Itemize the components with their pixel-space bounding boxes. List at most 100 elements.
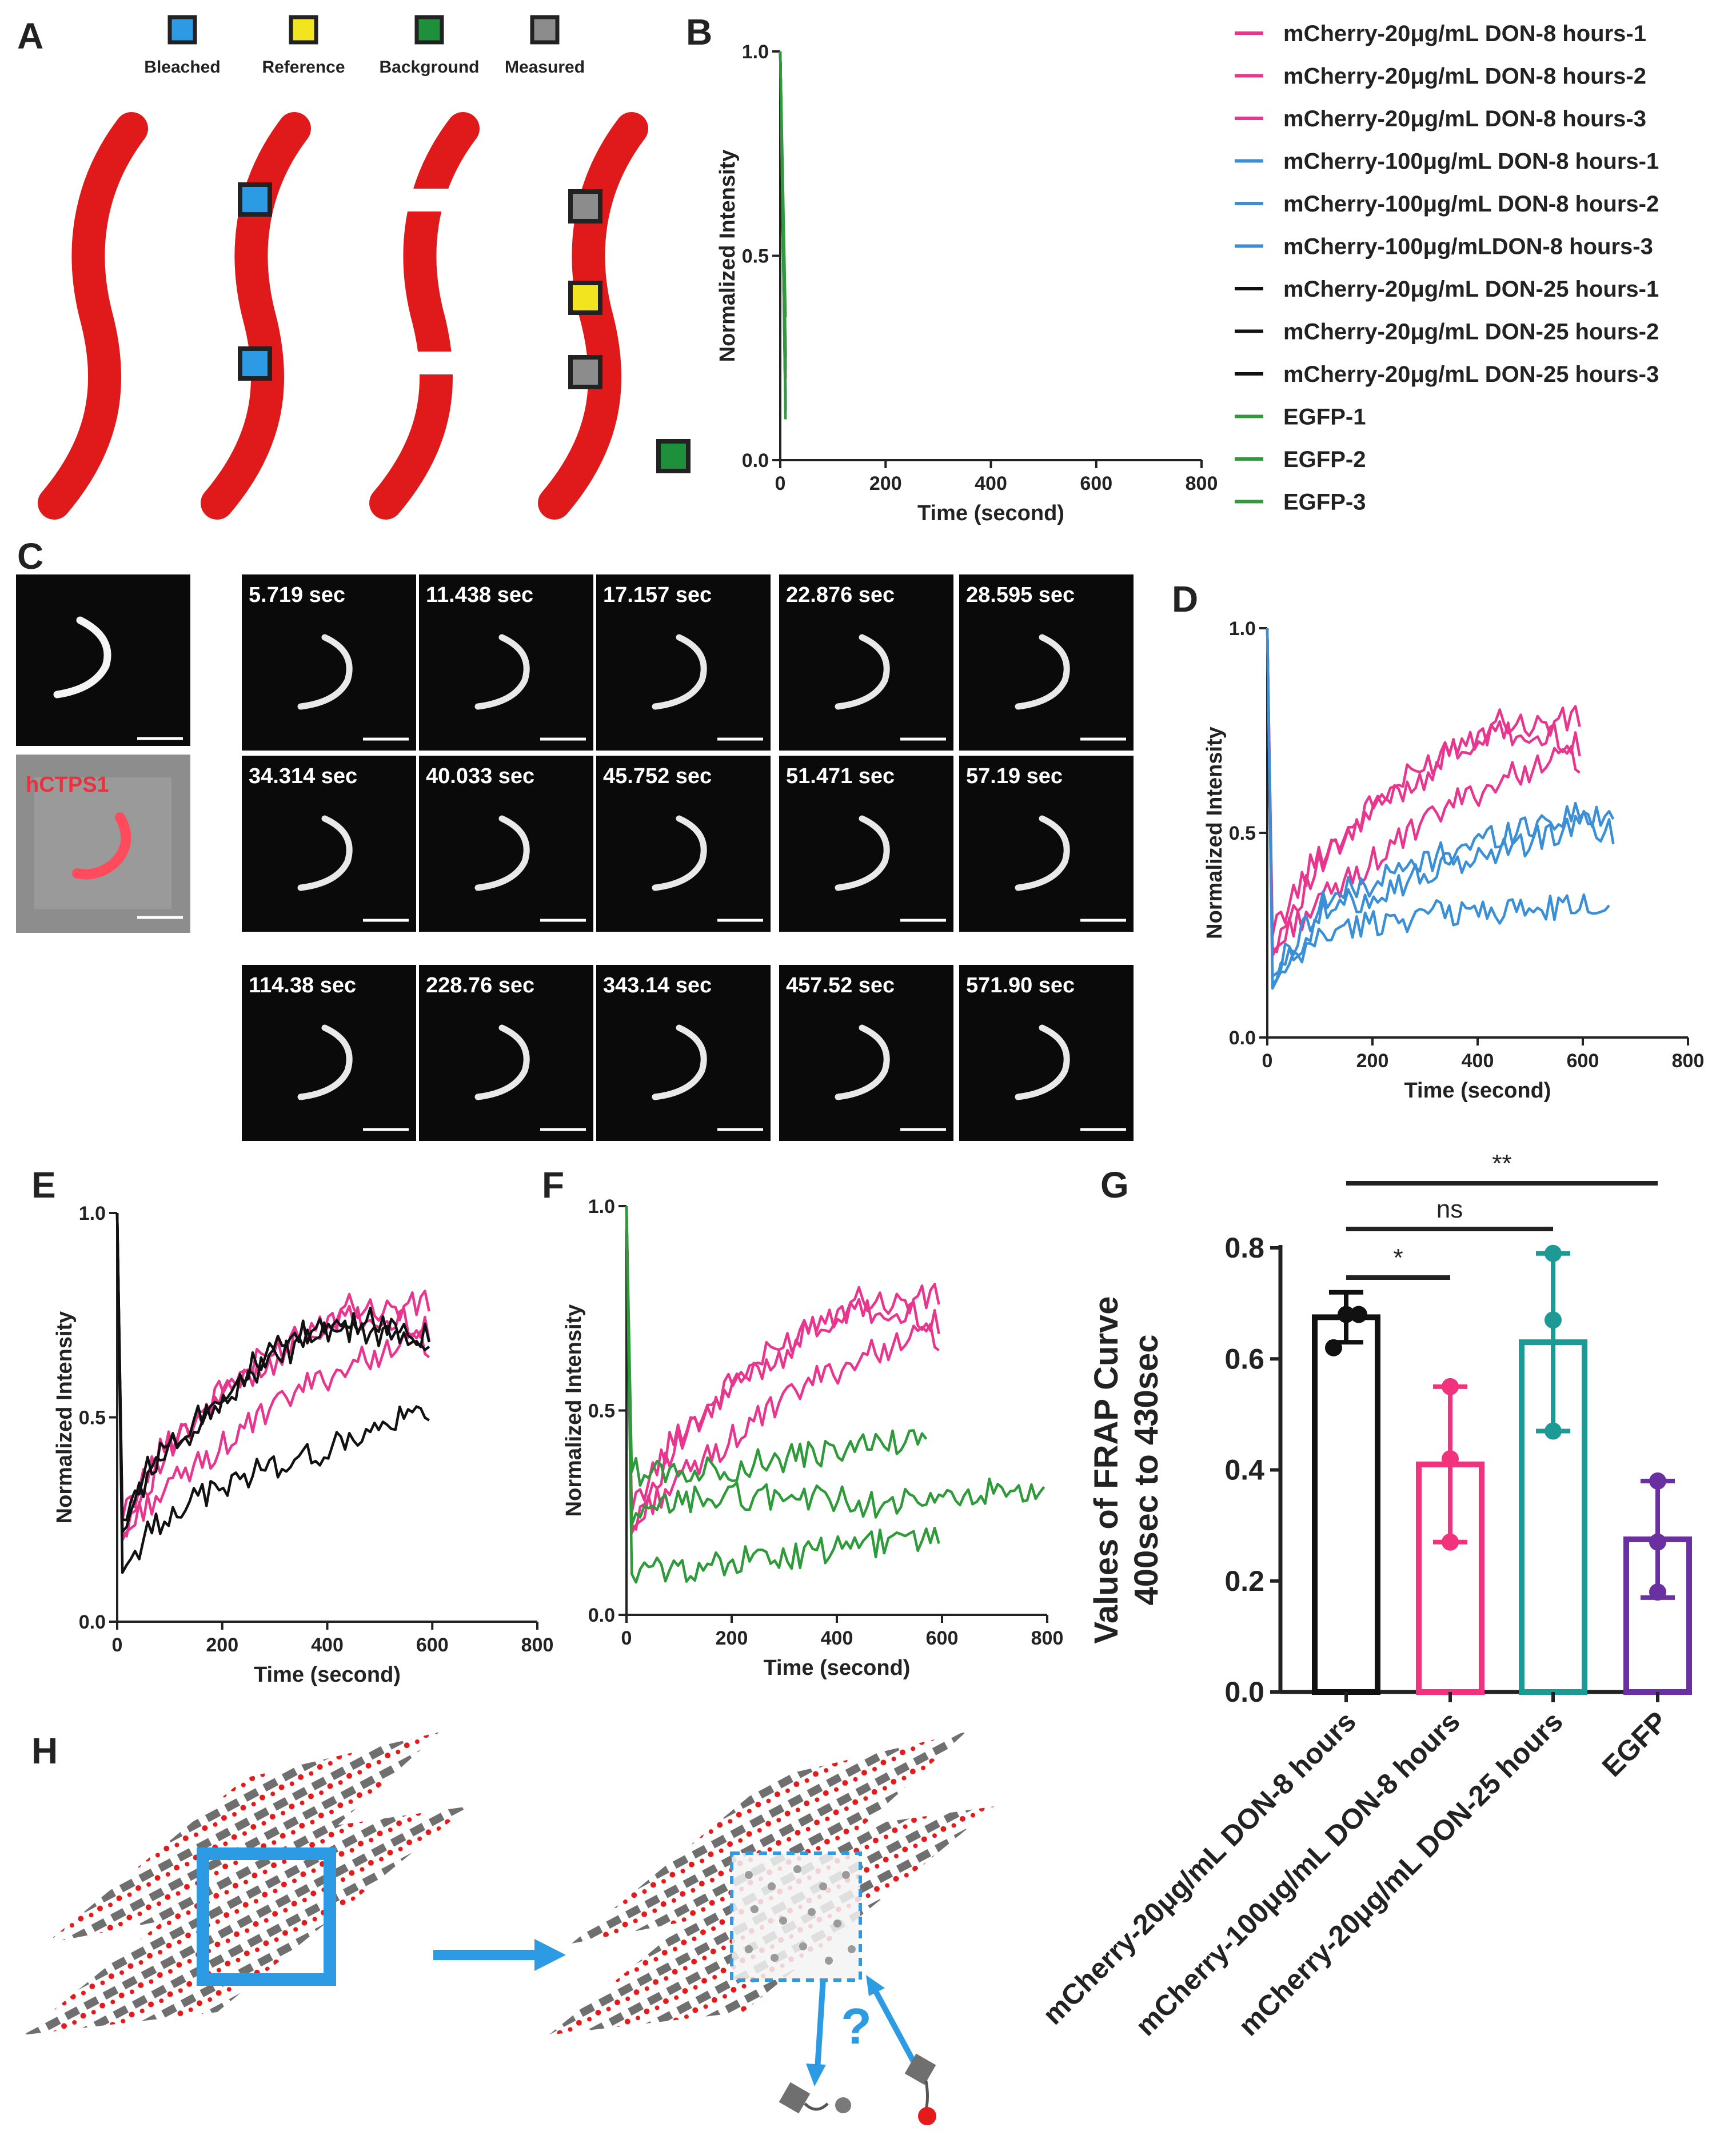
y-tick-label: 0.0 [742, 450, 769, 472]
series-line [115, 1212, 430, 1533]
y-tick-label: 0.2 [1224, 1565, 1264, 1597]
background-region [656, 439, 691, 473]
exit-arrow-head [806, 2064, 826, 2086]
legend-label: mCherry-20μg/mL DON-8 hours-1 [1283, 21, 1646, 46]
entry-arrow [872, 1988, 917, 2065]
series-line [1266, 628, 1610, 990]
filament-intact [38, 112, 148, 520]
filament-signal [652, 815, 707, 891]
frame-timestamp: 571.90 sec [966, 973, 1075, 997]
series-line [1266, 628, 1581, 937]
measured-key-swatch [530, 15, 560, 45]
category-label: EGFP [1596, 1705, 1674, 1783]
filament-signal [835, 815, 890, 891]
timelapse-frame [779, 965, 953, 1141]
data-point [1545, 1244, 1562, 1262]
filament-measured [538, 112, 648, 520]
panel-h-arrow [433, 1939, 566, 1971]
x-axis-title: Time (second) [917, 501, 1064, 525]
filament-signal [1015, 634, 1070, 710]
legend-label: mCherry-100μg/mL DON-8 hours-2 [1283, 191, 1659, 217]
panel-c-image-series: hCTPS1 5.719 sec 11.438 sec 17.157 sec 22.87… [16, 574, 1134, 1141]
frame-timestamp: 343.14 sec [603, 973, 712, 997]
filament-signal [474, 815, 530, 891]
timelapse-frame [959, 965, 1134, 1141]
filament-signal [53, 616, 111, 699]
x-axis-title: Time (second) [1404, 1079, 1551, 1103]
data-point [1442, 1378, 1459, 1395]
legend-label: mCherry-20μg/mL DON-8 hours-3 [1283, 106, 1646, 131]
timelapse-frame [596, 965, 771, 1141]
data-point [1442, 1450, 1459, 1468]
series-line [625, 1206, 940, 1535]
y-tick-label: 0.4 [1224, 1454, 1264, 1486]
x-tick-label: 0 [1262, 1050, 1273, 1072]
y-tick-label: 0.0 [79, 1611, 106, 1633]
chart-e: 0 200 400 600 800 0.0 0.5 1.0 Time (second) Norma… [53, 1203, 553, 1687]
data-point [1649, 1533, 1666, 1551]
filament-signal [1015, 815, 1070, 891]
x-tick-label: 400 [821, 1627, 853, 1649]
timelapse-frame [596, 574, 771, 751]
timelapse-frame [419, 756, 593, 932]
filament-signal [297, 815, 353, 891]
panel-a-key: Bleached Reference Background Measured [144, 15, 585, 77]
filament-bleached [369, 112, 480, 520]
timelapse-frame [959, 574, 1134, 751]
x-tick-label: 600 [926, 1627, 959, 1649]
y-axis-title: Normalized Intensity [562, 1304, 586, 1517]
y-tick-label: 0.5 [742, 246, 769, 268]
question-mark: ? [841, 1998, 872, 2054]
reference-key-label: Reference [262, 58, 345, 77]
bar [1312, 1314, 1380, 1695]
measured-region-upper [568, 189, 602, 224]
y-tick-label: 0.8 [1224, 1232, 1264, 1264]
legend-label: EGFP-2 [1283, 447, 1366, 472]
panel-label-g: G [1100, 1164, 1129, 1206]
y-tick-label: 0.6 [1224, 1343, 1264, 1375]
legend-b: mCherry-20μg/mL DON-8 hours-1 mCherry-20μ… [1235, 21, 1659, 515]
bleach-gap-lower [400, 352, 463, 374]
y-tick-label: 0.0 [1229, 1027, 1256, 1049]
bleached-key-label: Bleached [144, 58, 220, 77]
panel-label-e: E [31, 1164, 56, 1206]
filament-signal [474, 634, 530, 710]
panel-h-right-assembly: ? [549, 1732, 995, 2125]
timelapse-frame [779, 574, 953, 751]
series-line [779, 51, 787, 420]
bleach-region-box [197, 1847, 336, 1986]
frame-timestamp: 228.76 sec [426, 973, 534, 997]
filament-lattice-upper-bleached [572, 1732, 966, 1944]
y-tick-label: 1.0 [588, 1196, 615, 1218]
y-tick-label: 1.0 [79, 1203, 106, 1224]
x-tick-label: 600 [1080, 473, 1112, 494]
filament-signal [1015, 1024, 1070, 1100]
reference-region [568, 281, 602, 315]
timelapse-frame [779, 756, 953, 932]
bleached-region-upper [238, 182, 272, 217]
released-subunit-body [779, 2082, 811, 2114]
incoming-subunit-tag [918, 2107, 936, 2125]
data-point [1350, 1306, 1367, 1323]
x-tick-label: 400 [975, 473, 1007, 494]
legend-label: mCherry-20μg/mL DON-25 hours-2 [1283, 320, 1659, 345]
legend-label: EGFP-3 [1283, 490, 1366, 515]
measured-region-lower [568, 355, 602, 389]
data-point [1649, 1583, 1666, 1601]
y-tick-label: 0.5 [79, 1407, 106, 1429]
frame-timestamp: 5.719 sec [249, 583, 345, 607]
series-line [625, 1206, 940, 1514]
frame-timestamp: 34.314 sec [249, 764, 357, 788]
filament-lattice-upper [46, 1732, 440, 1944]
panel-label-a: A [17, 15, 43, 57]
filament-signal [835, 634, 890, 710]
series-line [625, 1206, 928, 1487]
significance-label: * [1393, 1244, 1403, 1272]
x-tick-label: 0 [621, 1627, 632, 1649]
x-tick-label: 800 [1031, 1627, 1064, 1649]
panel-label-c: C [17, 536, 43, 577]
x-tick-label: 0 [775, 473, 786, 494]
series-line [1266, 628, 1581, 957]
entry-arrow-head [866, 1975, 885, 1996]
